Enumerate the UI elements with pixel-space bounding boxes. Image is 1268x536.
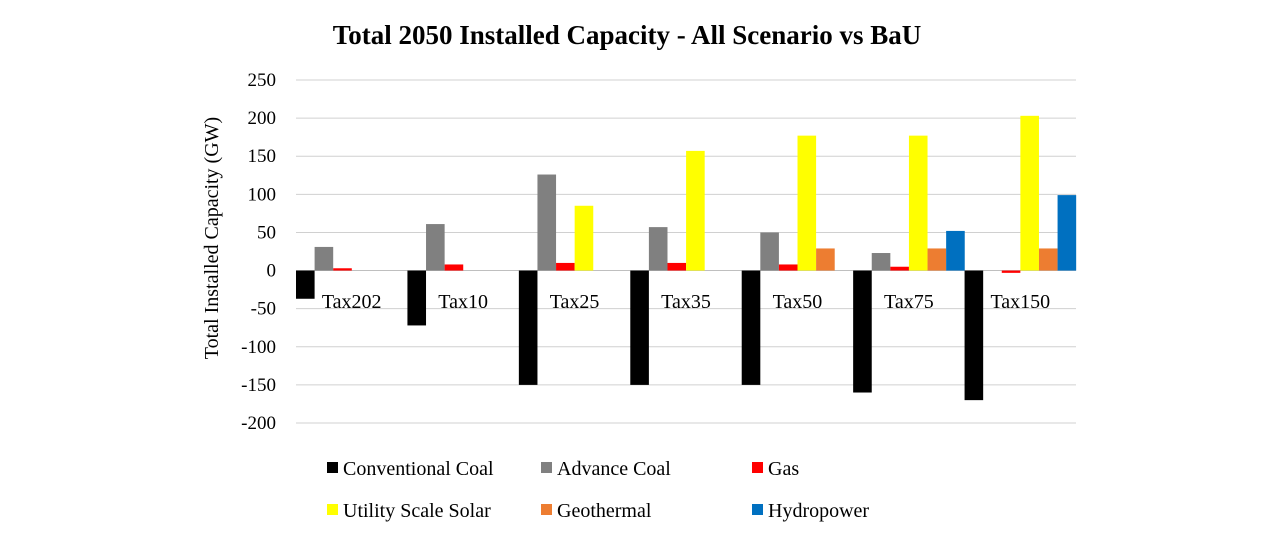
legend-label: Utility Scale Solar (343, 500, 491, 522)
bar (314, 246, 334, 271)
bar (333, 268, 352, 271)
bar (871, 253, 891, 271)
y-axis-label: Total Installed Capacity (GW) (201, 117, 223, 359)
bar (407, 270, 427, 326)
legend-label: Advance Coal (557, 458, 671, 480)
bar (816, 248, 835, 271)
bar (1038, 248, 1058, 271)
legend-swatch (541, 504, 552, 515)
bars (296, 115, 1077, 401)
bar (630, 270, 649, 385)
bar (537, 174, 557, 271)
bar (426, 224, 445, 271)
y-tick-label: 100 (248, 184, 277, 205)
category-label: Tax50 (773, 291, 823, 313)
bar (853, 270, 872, 393)
bar (296, 270, 315, 299)
bar (1001, 270, 1021, 273)
legend: Conventional Coal Advance Coal Gas Utility … (327, 458, 869, 522)
category-label: Tax25 (550, 291, 600, 313)
category-label: Tax202 (322, 291, 382, 313)
category-label: Tax75 (884, 291, 934, 313)
bar (890, 266, 909, 271)
y-tick-label: 50 (257, 222, 276, 243)
bar (741, 270, 761, 385)
y-tick-label: 0 (267, 261, 277, 282)
bar (797, 135, 817, 271)
legend-swatch (541, 462, 552, 473)
y-tick-label: -200 (241, 413, 276, 434)
legend-label: Geothermal (557, 500, 652, 522)
y-axis-ticks: 250 200 150 100 50 0 -50 -100 -150 -200 (241, 70, 276, 434)
bar (444, 264, 464, 271)
bar (1020, 115, 1039, 271)
legend-swatch (327, 462, 338, 473)
y-tick-label: 250 (248, 70, 277, 91)
bar (760, 232, 779, 271)
legend-label: Conventional Coal (343, 458, 494, 480)
legend-swatch (752, 504, 763, 515)
legend-swatch (752, 462, 763, 473)
y-tick-label: 200 (248, 108, 277, 129)
bar (686, 150, 705, 271)
legend-swatch (327, 504, 338, 515)
category-label: Tax35 (661, 291, 711, 313)
y-tick-label: -150 (241, 375, 276, 396)
bar (1057, 195, 1077, 271)
bar (667, 262, 687, 271)
chart-title: Total 2050 Installed Capacity - All Scen… (333, 20, 922, 50)
bar (574, 205, 594, 271)
y-tick-label: -100 (241, 337, 276, 358)
category-label: Tax150 (990, 291, 1050, 313)
category-label: Tax10 (438, 291, 488, 313)
bar (964, 270, 984, 401)
bar (927, 248, 947, 271)
category-labels: Tax202 Tax10 Tax25 Tax35 Tax50 Tax75 Tax150 (322, 291, 1050, 313)
bar (778, 264, 798, 271)
bar (556, 262, 575, 271)
bar (908, 135, 928, 271)
bar (518, 270, 538, 385)
y-tick-label: 150 (248, 146, 277, 167)
bar (648, 227, 668, 271)
bar (946, 230, 965, 271)
y-tick-label: -50 (251, 299, 276, 320)
legend-label: Gas (768, 458, 799, 480)
legend-label: Hydropower (768, 500, 869, 522)
